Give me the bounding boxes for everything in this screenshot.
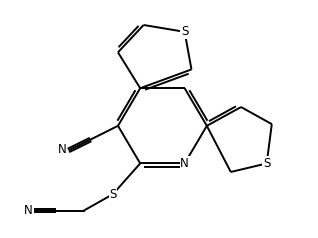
Text: S: S xyxy=(263,157,270,170)
Text: N: N xyxy=(180,157,189,170)
Text: N: N xyxy=(24,204,33,217)
Text: S: S xyxy=(109,188,116,201)
Text: N: N xyxy=(58,143,67,156)
Text: S: S xyxy=(181,25,188,38)
